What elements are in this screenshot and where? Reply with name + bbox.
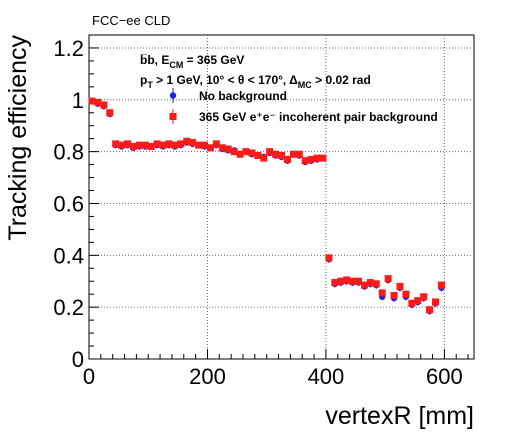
- point-with-background-58: [432, 298, 439, 306]
- y-tick-label-3: 0.6: [53, 191, 84, 216]
- point-with-background-24: [230, 148, 238, 156]
- point-with-background-27: [248, 149, 256, 157]
- annotation-process-sub: CM: [169, 60, 183, 70]
- grid-lines: [89, 35, 474, 359]
- point-with-background-50: [384, 275, 392, 283]
- y-tick-label-0: 0: [72, 347, 84, 372]
- point-with-background-54: [408, 299, 416, 307]
- point-with-background-28: [254, 152, 262, 160]
- annotation-process-text: b̅b, E: [140, 53, 169, 67]
- annotation-cuts-tail: > 0.02 rad: [312, 73, 371, 87]
- legend-no-bkg-label: No background: [199, 89, 287, 103]
- annotation-cuts: pT > 1 GeV, 10° < θ < 170°, ΔMC > 0.02 r…: [140, 73, 371, 90]
- x-axis-title: vertexR [mm]: [325, 402, 474, 430]
- point-with-background-42: [337, 277, 345, 285]
- point-with-background-14: [171, 141, 179, 149]
- annotation-process-tail: = 365 GeV: [183, 53, 244, 67]
- point-with-background-36: [301, 157, 309, 165]
- y-axis-title: Tracking efficiency: [4, 35, 32, 241]
- point-with-background-46: [360, 281, 368, 289]
- annotation-cuts-p: p: [140, 73, 147, 87]
- point-with-background-41: [331, 279, 339, 287]
- point-with-background-23: [224, 145, 232, 153]
- point-with-background-0: [88, 97, 96, 105]
- point-with-background-38: [313, 154, 321, 162]
- legend-with-bkg-label: 365 GeV e⁺e⁻ incoherent pair background: [199, 110, 438, 124]
- annotation-cuts-mid: > 1 GeV, 10° < θ < 170°, Δ: [153, 73, 298, 87]
- point-with-background-10: [147, 142, 155, 150]
- y-tick-label-1: 0.2: [53, 295, 84, 320]
- point-with-background-55: [414, 297, 422, 305]
- point-with-background-19: [201, 141, 208, 149]
- point-with-background-49: [378, 289, 386, 297]
- point-with-background-48: [372, 280, 380, 288]
- point-with-background-39: [319, 154, 327, 162]
- point-with-background-33: [283, 155, 291, 163]
- point-with-background-32: [278, 152, 285, 160]
- tick-labels: 0 200 400 600 0 0.2 0.4 0.6 0.8 1 1.2: [53, 36, 462, 389]
- annotation-cuts-sub-mc: MC: [298, 80, 312, 90]
- point-with-background-29: [260, 154, 268, 162]
- experiment-label: FCC−ee CLD: [92, 13, 170, 28]
- annotation-process: b̅b, ECM = 365 GeV: [140, 53, 244, 70]
- point-with-background-43: [343, 276, 351, 284]
- point-with-background-22: [218, 144, 226, 152]
- point-with-background-1: [94, 98, 102, 106]
- point-with-background-21: [212, 140, 220, 148]
- point-with-background-11: [153, 140, 161, 148]
- point-with-background-40: [325, 254, 333, 262]
- point-with-background-4: [112, 140, 120, 148]
- legend: No background 365 GeV e⁺e⁻ incoherent pa…: [169, 88, 438, 124]
- y-tick-label-4: 0.8: [53, 140, 84, 165]
- point-with-background-15: [177, 140, 185, 148]
- point-with-background-7: [129, 142, 137, 150]
- point-with-background-8: [135, 141, 143, 149]
- point-with-background-6: [124, 140, 131, 148]
- x-tick-label-1: 200: [189, 364, 226, 389]
- y-tick-label-5: 1: [72, 88, 84, 113]
- point-with-background-45: [355, 277, 362, 285]
- point-with-background-37: [307, 155, 315, 163]
- point-with-background-56: [420, 293, 428, 301]
- point-with-background-52: [396, 282, 404, 290]
- point-with-background-30: [266, 148, 274, 156]
- point-with-background-5: [118, 141, 126, 149]
- x-tick-label-0: 0: [83, 364, 95, 389]
- point-with-background-44: [349, 277, 357, 285]
- point-with-background-25: [236, 150, 244, 158]
- point-with-background-31: [272, 150, 280, 158]
- legend-with-bkg-marker: [169, 113, 177, 120]
- point-with-background-34: [289, 150, 297, 158]
- y-tick-label-6: 1.2: [53, 36, 84, 61]
- point-with-background-51: [390, 291, 398, 299]
- point-with-background-18: [195, 141, 203, 149]
- point-with-background-9: [141, 141, 149, 149]
- y-tick-label-2: 0.4: [53, 243, 84, 268]
- point-with-background-13: [165, 140, 173, 148]
- point-with-background-12: [159, 141, 167, 149]
- data-points: [88, 97, 445, 315]
- point-with-background-16: [183, 137, 191, 145]
- point-with-background-47: [366, 279, 374, 287]
- point-with-background-2: [100, 101, 108, 109]
- point-with-background-26: [242, 148, 250, 156]
- point-with-background-53: [402, 290, 410, 298]
- point-with-background-3: [106, 109, 114, 117]
- legend-no-bkg-marker: [169, 92, 177, 99]
- point-with-background-17: [189, 139, 197, 147]
- point-with-background-59: [437, 281, 445, 289]
- point-with-background-57: [426, 306, 434, 314]
- x-tick-label-2: 400: [308, 364, 345, 389]
- annotation-cuts-sub-t: T: [147, 80, 153, 90]
- point-with-background-20: [206, 144, 214, 152]
- point-with-background-35: [295, 150, 303, 158]
- plot-frame: [88, 34, 475, 360]
- x-tick-label-3: 600: [426, 364, 463, 389]
